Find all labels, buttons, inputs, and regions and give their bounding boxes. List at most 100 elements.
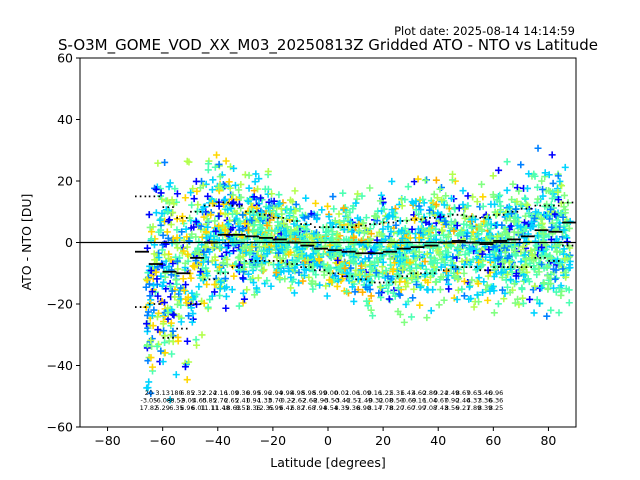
scatter-point: [146, 292, 154, 300]
bin-annotation-text: -0.69: [399, 397, 416, 405]
scatter-point: [516, 239, 524, 247]
x-tick-label: 80: [540, 433, 556, 448]
scatter-point: [260, 266, 268, 274]
scatter-point: [335, 210, 343, 218]
scatter-point: [265, 245, 273, 253]
scatter-point: [183, 299, 191, 307]
scatter-point: [343, 288, 351, 296]
scatter-point: [164, 309, 172, 317]
scatter-point: [184, 250, 192, 258]
scatter-point: [268, 190, 276, 198]
scatter-point: [469, 256, 477, 264]
bin-annotation-text: 5.31: [390, 389, 404, 397]
scatter-point: [499, 286, 507, 294]
scatter-point: [158, 261, 166, 269]
scatter-point: [313, 215, 321, 223]
bin-annotation-text: 4.98: [290, 389, 304, 397]
bin-annotation-text: 1.09: [357, 389, 371, 397]
scatter-point: [507, 276, 515, 284]
scatter-point: [525, 210, 533, 218]
x-tick-label: 0: [324, 433, 332, 448]
scatter-point: [416, 301, 424, 309]
scatter-point: [412, 260, 420, 268]
scatter-point: [479, 193, 487, 201]
scatter-point: [326, 269, 334, 277]
scatter-point: [469, 228, 477, 236]
scatter-point: [195, 250, 203, 258]
scatter-point: [531, 214, 539, 222]
scatter-point: [561, 163, 569, 171]
scatter-point: [314, 231, 322, 239]
scatter-point: [209, 244, 217, 252]
scatter-point: [514, 295, 522, 303]
scatter-point: [429, 286, 437, 294]
bin-annotation-text: 2.32: [191, 389, 205, 397]
scatter-point: [439, 273, 447, 281]
scatter-point: [192, 177, 200, 185]
scatter-point: [282, 240, 290, 248]
bin-annotation-text: 8.20: [390, 404, 404, 412]
scatter-point: [195, 238, 203, 246]
scatter-point: [254, 185, 262, 193]
bin-annotation-text: 2.41: [235, 397, 249, 405]
scatter-point: [145, 211, 153, 219]
scatter-point: [239, 211, 247, 219]
scatter-point: [265, 259, 273, 267]
scatter-point: [211, 163, 219, 171]
scatter-point: [221, 268, 229, 276]
scatter-point: [389, 213, 397, 221]
scatter-point: [399, 266, 407, 274]
scatter-point: [241, 236, 249, 244]
scatter-point: [357, 262, 365, 270]
bin-annotation-text: -6.08: [154, 397, 171, 405]
scatter-point: [237, 266, 245, 273]
scatter-point: [410, 285, 418, 293]
scatter-point: [246, 244, 254, 252]
scatter-point: [461, 251, 469, 259]
bin-annotation-text: 6.43: [401, 389, 415, 397]
scatter-point: [253, 263, 261, 271]
scatter-point: [539, 247, 547, 255]
scatter-point: [278, 214, 286, 222]
scatter-point: [264, 167, 272, 175]
scatter-point: [371, 259, 379, 267]
scatter-point: [274, 218, 282, 226]
y-tick-label: 20: [57, 174, 73, 189]
scatter-point: [484, 296, 492, 304]
scatter-point: [280, 227, 288, 235]
scatter-point: [182, 295, 190, 303]
scatter-point: [547, 254, 555, 262]
scatter-point: [486, 233, 494, 241]
scatter-point: [183, 243, 191, 251]
scatter-point: [189, 185, 197, 193]
scatter-point: [155, 309, 163, 317]
scatter-point: [329, 193, 337, 201]
scatter-point: [438, 226, 446, 234]
scatter-point: [207, 232, 215, 240]
bin-annotation-text: -0.22: [278, 397, 295, 405]
scatter-point: [142, 303, 150, 311]
bin-annotation-text: 1.33: [257, 397, 271, 405]
scatter-point: [211, 217, 219, 225]
scatter-point: [266, 233, 274, 241]
scatter-point: [479, 202, 487, 210]
scatter-point: [461, 260, 469, 268]
scatter-point: [558, 182, 566, 190]
scatter-point: [291, 251, 299, 259]
scatter-point: [538, 243, 546, 251]
scatter-point: [535, 299, 543, 307]
scatter-point: [523, 237, 530, 245]
scatter-point: [420, 199, 428, 207]
scatter-point: [239, 289, 247, 297]
scatter-point: [473, 198, 481, 206]
scatter-point: [290, 213, 298, 221]
scatter-point: [503, 158, 511, 166]
scatter-point: [510, 246, 518, 254]
bin-annotation-text: 3.13: [155, 389, 169, 397]
scatter-point: [202, 228, 210, 236]
scatter-point: [366, 184, 374, 192]
scatter-point: [245, 171, 253, 179]
scatter-point: [525, 170, 533, 178]
scatter-point: [513, 198, 521, 206]
